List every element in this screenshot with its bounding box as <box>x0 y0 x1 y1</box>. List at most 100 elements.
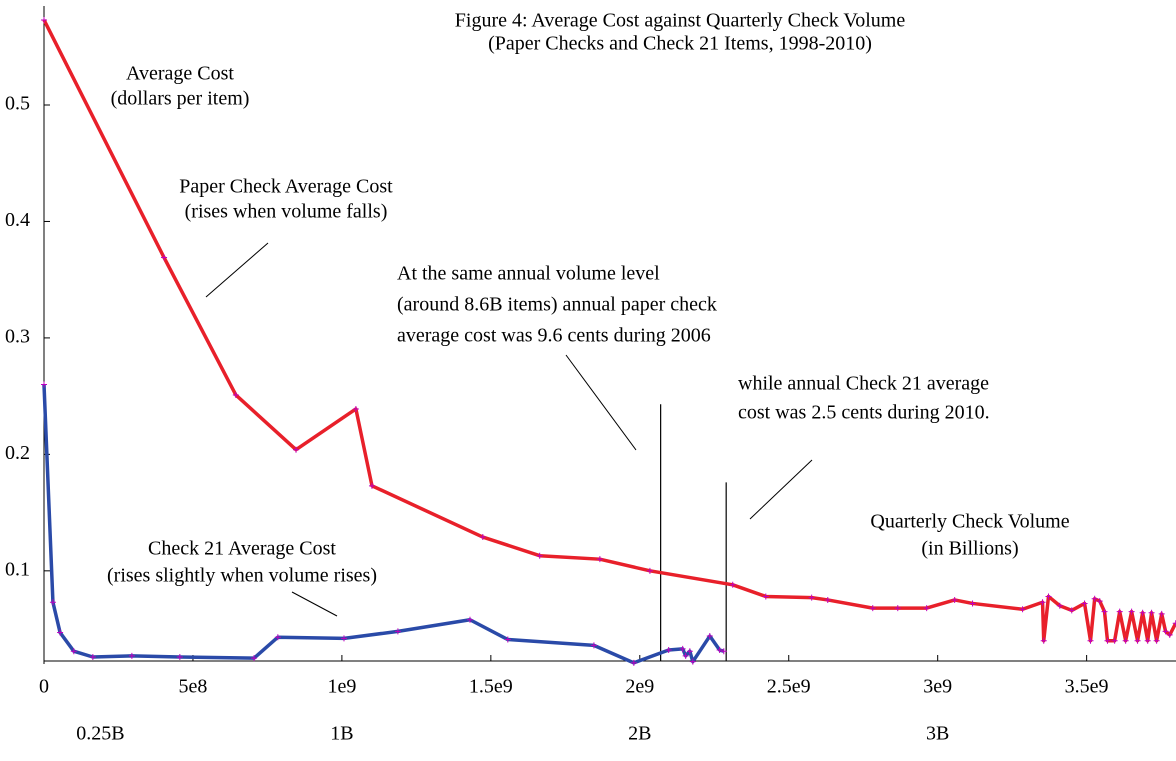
point-marker <box>1122 637 1129 644</box>
x-tick-label-billions: 1B <box>330 723 353 745</box>
annotation: At the same annual volume level <box>397 263 660 285</box>
point-marker <box>1039 599 1046 606</box>
point-marker <box>1158 610 1165 617</box>
y-tick-label: 0.5 <box>5 93 30 115</box>
pointer-line <box>565 354 637 451</box>
point-marker <box>368 482 375 489</box>
y-tick-label: 0.1 <box>5 558 30 580</box>
point-marker <box>1134 637 1141 644</box>
point-marker <box>161 254 168 261</box>
x-tick-label-billions: 3B <box>926 723 949 745</box>
point-marker <box>590 642 597 649</box>
point-marker <box>894 605 901 612</box>
point-marker <box>1091 595 1098 602</box>
pointer-line <box>291 591 338 617</box>
pointer-line <box>205 242 269 298</box>
point-marker <box>57 629 64 636</box>
x-tick-label: 1.5e9 <box>469 676 513 698</box>
point-marker <box>293 446 300 453</box>
point-marker <box>1104 637 1111 644</box>
point-marker <box>720 648 727 655</box>
x-tick-label: 3.5e9 <box>1065 676 1109 698</box>
point-marker <box>1068 607 1075 614</box>
point-marker <box>646 567 653 574</box>
annotation: while annual Check 21 average <box>738 373 989 395</box>
x-tick-label: 3e9 <box>923 676 952 698</box>
x-tick-label: 1e9 <box>327 676 356 698</box>
annotation: Paper Check Average Cost <box>179 176 393 198</box>
point-marker <box>1081 600 1088 607</box>
point-marker <box>1019 606 1026 613</box>
point-marker <box>665 647 672 654</box>
point-marker <box>41 16 47 23</box>
x-tick-label-billions: 2B <box>628 723 651 745</box>
point-marker <box>352 405 359 412</box>
y-tick-label: 0.2 <box>5 442 30 464</box>
point-marker <box>1162 628 1169 635</box>
point-marker <box>89 654 96 661</box>
point-marker <box>686 648 693 655</box>
point-marker <box>1128 608 1135 615</box>
point-marker <box>1116 608 1123 615</box>
series-line <box>42 19 1176 643</box>
point-marker <box>1096 598 1103 605</box>
point-marker <box>1087 637 1094 644</box>
point-marker <box>340 635 347 642</box>
point-marker <box>824 596 831 603</box>
point-marker <box>762 593 769 600</box>
annotation: (rises when volume falls) <box>185 201 388 223</box>
x-tick-label: 0 <box>39 676 49 698</box>
y-tick-label: 0.4 <box>5 209 30 231</box>
point-marker <box>689 658 696 665</box>
y-axis-label: (dollars per item) <box>111 88 250 110</box>
point-marker <box>969 600 976 607</box>
point-marker <box>479 534 486 541</box>
x-tick-label-billions: 0.25B <box>76 723 124 745</box>
annotation: (around 8.6B items) annual paper check <box>397 294 717 316</box>
x-axis-label: Quarterly Check Volume <box>870 511 1069 533</box>
point-marker <box>49 599 56 606</box>
point-marker <box>596 556 603 563</box>
x-tick-label: 5e8 <box>179 676 208 698</box>
point-marker <box>808 594 815 601</box>
point-marker <box>232 391 239 398</box>
point-marker <box>951 596 958 603</box>
point-marker <box>128 652 135 659</box>
point-marker <box>679 645 686 652</box>
point-marker <box>706 633 713 640</box>
point-marker <box>274 634 281 641</box>
point-marker <box>1056 602 1063 609</box>
pointer-line <box>749 459 813 520</box>
annotation: (rises slightly when volume rises) <box>107 565 377 587</box>
point-marker <box>729 581 736 588</box>
point-marker <box>1045 593 1052 600</box>
point-marker <box>41 381 47 388</box>
point-marker <box>1144 637 1151 644</box>
point-marker <box>1111 637 1118 644</box>
x-tick-label: 2e9 <box>625 676 654 698</box>
chart-subtitle: (Paper Checks and Check 21 Items, 1998-2… <box>488 33 872 55</box>
series-line <box>42 384 725 665</box>
point-marker <box>251 655 258 662</box>
point-marker <box>536 552 543 559</box>
point-marker <box>176 654 183 661</box>
point-marker <box>1166 631 1173 638</box>
point-marker <box>869 605 876 612</box>
point-marker <box>466 616 473 623</box>
y-axis-label: Average Cost <box>126 63 234 85</box>
point-marker <box>504 636 511 643</box>
point-marker <box>630 659 637 666</box>
point-marker <box>1148 609 1155 616</box>
y-tick-label: 0.3 <box>5 326 30 348</box>
x-axis-label: (in Billions) <box>921 538 1018 560</box>
point-marker <box>1101 608 1108 615</box>
point-marker <box>1040 637 1047 644</box>
point-marker <box>1153 637 1160 644</box>
annotation: cost was 2.5 cents during 2010. <box>738 402 990 424</box>
x-tick-label: 2.5e9 <box>767 676 811 698</box>
point-marker <box>716 647 723 654</box>
point-marker <box>1139 609 1146 616</box>
annotation: average cost was 9.6 cents during 2006 <box>397 325 711 347</box>
point-marker <box>682 652 689 659</box>
